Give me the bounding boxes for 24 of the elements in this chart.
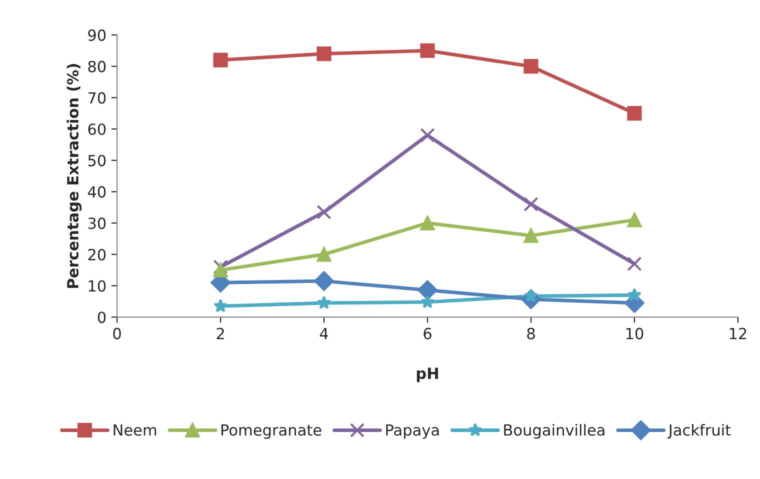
y-axis-title: Percentage Extraction (%)	[66, 64, 82, 288]
y-tick-label: 20	[88, 248, 106, 260]
y-tick-label: 60	[88, 123, 106, 136]
y-tick-label: 70	[88, 92, 106, 104]
x-tick-label: 8	[527, 328, 535, 340]
y-tick-label: 50	[88, 154, 106, 166]
x-tick-label: 10	[626, 328, 644, 340]
y-tick-label: 0	[98, 312, 106, 324]
y-tick-label: 80	[88, 60, 106, 72]
legend-label: Neem	[114, 424, 156, 436]
y-tick-label: 30	[88, 218, 106, 230]
y-tick-label: 90	[88, 29, 106, 41]
y-tick-label: 40	[88, 186, 106, 198]
x-tick-label: 2	[216, 328, 224, 340]
legend-label: Pomegranate	[222, 424, 322, 439]
legend-label: Bougainvillea	[504, 424, 604, 439]
x-tick-label: 0	[113, 328, 121, 340]
legend-label: Papaya	[386, 424, 439, 439]
x-tick-label: 4	[320, 328, 328, 340]
x-axis-title: pH	[416, 368, 438, 382]
legend-label: Jackfruit	[668, 424, 731, 439]
x-tick-label: 6	[424, 328, 432, 340]
y-tick-label: 10	[88, 280, 106, 292]
x-tick-label: 12	[730, 328, 746, 340]
